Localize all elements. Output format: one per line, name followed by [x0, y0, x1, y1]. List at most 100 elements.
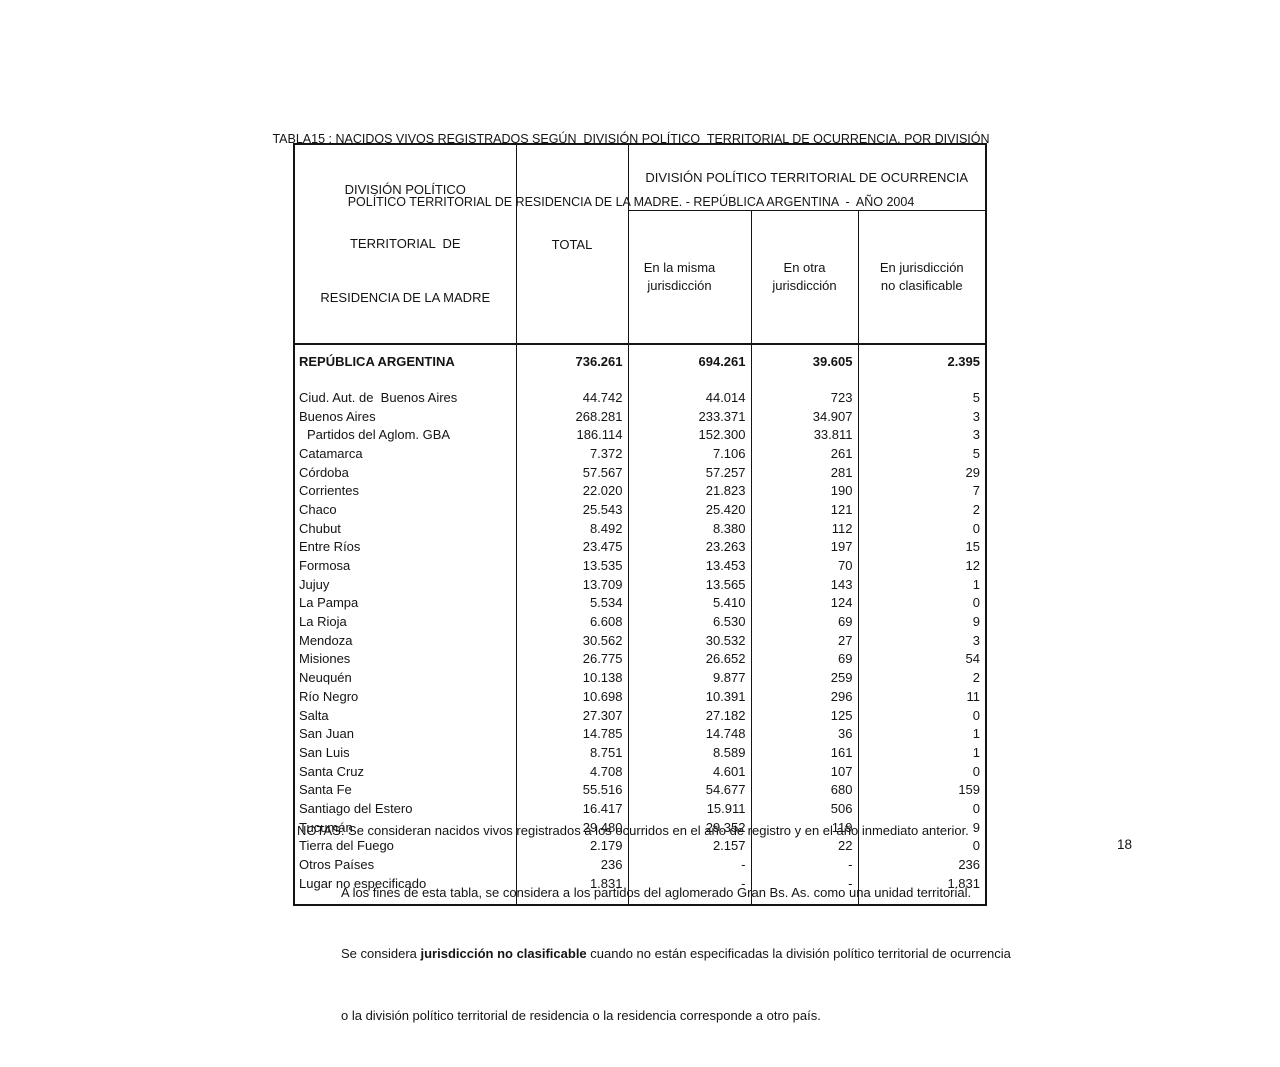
table-row: Jujuy 13.709 13.565 143 1	[294, 574, 987, 594]
row-label: Buenos Aires	[299, 408, 376, 424]
row-label: Córdoba	[299, 464, 349, 480]
row-label: Tierra del Fuego	[299, 838, 394, 854]
table-row: Buenos Aires 268.281 233.371 34.907 3	[294, 406, 987, 426]
row-label: San Luis	[299, 744, 350, 760]
spacer-cell	[627, 378, 751, 388]
row-label: REPÚBLICA ARGENTINA	[299, 354, 455, 369]
cell-value: -	[750, 873, 858, 893]
row-label: Salta	[299, 707, 329, 723]
cell-value: 736.261	[515, 344, 628, 378]
cell-value: -	[627, 855, 751, 874]
cell-value: 10.138	[515, 668, 628, 687]
table-row: Tierra del Fuego 2.179 2.157 22 0	[294, 836, 987, 856]
cell-value: 22	[750, 836, 858, 856]
row-label: Ciud. Aut. de Buenos Aires	[299, 389, 458, 405]
row-label: Entre Ríos	[299, 539, 361, 555]
cell-value: 9	[857, 817, 987, 837]
cell-value: 1	[857, 724, 987, 744]
cell-value: 152.300	[627, 425, 751, 445]
subheader-line: no clasificable	[880, 278, 963, 294]
cell-value: 4.601	[627, 761, 751, 781]
cell-value: 36	[750, 724, 858, 744]
row-label: Chubut	[299, 520, 341, 536]
cell-value: 3	[857, 425, 987, 445]
cell-value: 29	[857, 462, 987, 482]
cell-value: 119	[750, 817, 858, 837]
cell-value: 26.775	[515, 649, 628, 669]
cell-value: 2.395	[857, 344, 987, 378]
cell-value: 23.475	[515, 537, 628, 557]
document-page: TABLA15 : NACIDOS VIVOS REGISTRADOS SEGÚ…	[272, 132, 1132, 1023]
cell-value: -	[627, 873, 751, 893]
cell-value: -	[750, 855, 858, 874]
notes-line3-post: cuando no están especificadas la divisió…	[586, 946, 1011, 961]
cell-value: 44.014	[627, 388, 751, 407]
cell-value: 186.114	[515, 425, 628, 445]
table-title-line1: TABLA15 : NACIDOS VIVOS REGISTRADOS SEGÚ…	[272, 132, 990, 146]
cell-value: 5.410	[627, 593, 751, 613]
table-body: REPÚBLICA ARGENTINA 736.261 694.261 39.605 2…	[294, 344, 987, 905]
table-row: Salta 27.307 27.182 125 0	[294, 705, 987, 725]
notes-label: NOTAS:	[297, 823, 349, 838]
spacer-cell	[750, 892, 858, 905]
table-row: Catamarca 7.372 7.106 261 5	[294, 444, 987, 463]
cell-value: 694.261	[627, 344, 751, 378]
cell-value: 8.751	[515, 743, 628, 762]
table-row: San Juan 14.785 14.748 36 1	[294, 724, 987, 744]
notes: NOTAS: Se consideran nacidos vivos regis…	[297, 780, 1011, 1067]
table-row: Mendoza 30.562 30.532 27 3	[294, 630, 987, 650]
table-row: Chaco 25.543 25.420 121 2	[294, 500, 987, 519]
cell-value: 8.492	[515, 518, 628, 538]
cell-value: 9.877	[627, 668, 751, 687]
cell-value: 39.605	[750, 344, 858, 378]
cell-value: 0	[857, 705, 987, 725]
cell-value: 34.907	[750, 406, 858, 426]
residence-header-line2: TERRITORIAL DE	[349, 236, 461, 251]
row-label: Misiones	[299, 651, 351, 667]
row-label: Río Negro	[299, 688, 359, 704]
cell-value: 159	[857, 780, 987, 800]
cell-value: 6.608	[515, 612, 628, 631]
cell-value: 57.567	[515, 462, 628, 482]
cell-value: 0	[857, 761, 987, 781]
cell-value: 124	[750, 593, 858, 613]
spacer-cell	[857, 378, 987, 388]
cell-value: 7.372	[515, 444, 628, 463]
cell-value: 268.281	[515, 406, 628, 426]
table-row: Entre Ríos 23.475 23.263 197 15	[294, 537, 987, 557]
cell-value: 69	[750, 649, 858, 669]
row-label: La Rioja	[299, 614, 347, 630]
other-jurisdiction-column-header: En otra jurisdicción	[750, 210, 858, 346]
cell-value: 506	[750, 799, 858, 818]
unclassifiable-jurisdiction-column-header: En jurisdicción no clasificable	[857, 210, 987, 346]
cell-value: 4.708	[515, 761, 628, 781]
cell-value: 190	[750, 481, 858, 501]
subheader-line: jurisdicción	[647, 278, 712, 294]
cell-value: 69	[750, 612, 858, 631]
table-row: Córdoba 57.567 57.257 281 29	[294, 462, 987, 482]
spacer-row	[294, 892, 987, 905]
cell-value: 16.417	[515, 799, 628, 818]
cell-value: 10.391	[627, 687, 751, 706]
cell-value: 1.831	[857, 873, 987, 893]
row-label: Santa Cruz	[299, 763, 365, 779]
table-row: REPÚBLICA ARGENTINA 736.261 694.261 39.605 2…	[294, 344, 987, 378]
cell-value: 57.257	[627, 462, 751, 482]
subheader-line: En jurisdicción	[879, 260, 964, 276]
cell-value: 3	[857, 406, 987, 426]
cell-value: 22.020	[515, 481, 628, 501]
cell-value: 29.352	[627, 817, 751, 837]
table-row: Misiones 26.775 26.652 69 54	[294, 649, 987, 669]
subheader-line: jurisdicción	[772, 278, 837, 294]
cell-value: 197	[750, 537, 858, 557]
cell-value: 0	[857, 799, 987, 818]
cell-value: 33.811	[750, 425, 858, 445]
notes-line1-text: Se consideran nacidos vivos registrados …	[348, 823, 969, 838]
subheader-line: En otra	[783, 260, 826, 276]
row-label: Corrientes	[299, 483, 359, 499]
spacer-cell	[515, 892, 628, 905]
cell-value: 15.911	[627, 799, 751, 818]
table-row: La Rioja 6.608 6.530 69 9	[294, 612, 987, 631]
row-label: San Juan	[299, 726, 354, 742]
table-row: Chubut 8.492 8.380 112 0	[294, 518, 987, 538]
